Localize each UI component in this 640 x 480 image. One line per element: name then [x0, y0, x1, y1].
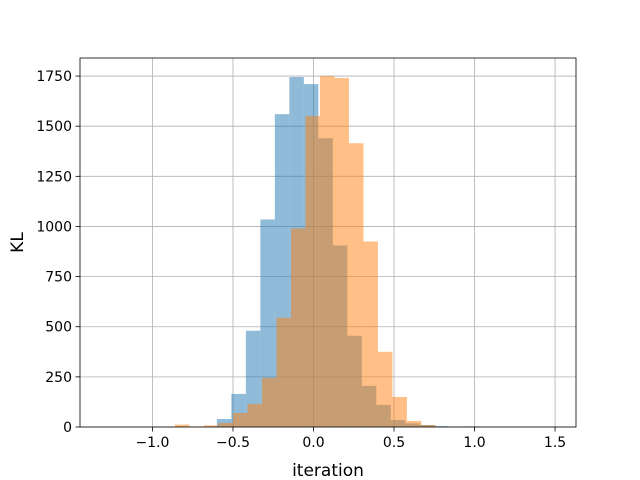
histogram-bar [406, 420, 422, 427]
histogram-bar [260, 219, 275, 427]
histogram-bar [334, 78, 349, 427]
histogram-series-2 [175, 76, 436, 428]
axis-ticks: −1.0 −0.5 0.0 0.5 1.0 1.5 0 250 500 750 1000 1250 15… [36, 69, 566, 451]
histogram-bars [175, 76, 480, 428]
y-tick-label: 500 [45, 320, 72, 336]
y-tick-label: 1750 [36, 69, 72, 85]
y-tick-label: 1000 [36, 219, 72, 235]
histogram-bar [232, 412, 248, 427]
x-tick-label: 1.5 [544, 435, 566, 451]
x-tick-label: 0.0 [302, 435, 324, 451]
x-tick-label: 0.5 [383, 435, 405, 451]
y-tick-label: 0 [63, 420, 72, 436]
histogram-bar [305, 116, 320, 428]
x-tick-label: 1.0 [463, 435, 485, 451]
histogram-bar [204, 425, 219, 427]
histogram-bar [392, 396, 407, 427]
histogram-bar [377, 351, 393, 427]
histogram-bar [276, 317, 291, 427]
histogram-bar [261, 377, 277, 427]
x-tick-label: −1.0 [135, 435, 169, 451]
histogram-bar [434, 426, 449, 427]
plot-frame [79, 57, 577, 428]
y-tick-label: 750 [45, 270, 72, 286]
histogram-bar [290, 228, 306, 427]
histogram-bar [175, 424, 190, 427]
histogram-bar [218, 422, 233, 427]
y-tick-label: 1500 [36, 119, 72, 135]
x-tick-label: −0.5 [216, 435, 250, 451]
histogram-bar [421, 424, 436, 427]
histogram-bar [363, 241, 378, 427]
x-axis-label: iteration [292, 461, 364, 480]
histogram-bar [245, 330, 261, 427]
histogram-bar [348, 143, 364, 428]
y-tick-label: 250 [45, 370, 72, 386]
y-tick-label: 1250 [36, 169, 72, 185]
y-axis-label: KL [8, 232, 28, 253]
histogram-bar [319, 76, 335, 427]
histogram-bar [247, 403, 262, 427]
